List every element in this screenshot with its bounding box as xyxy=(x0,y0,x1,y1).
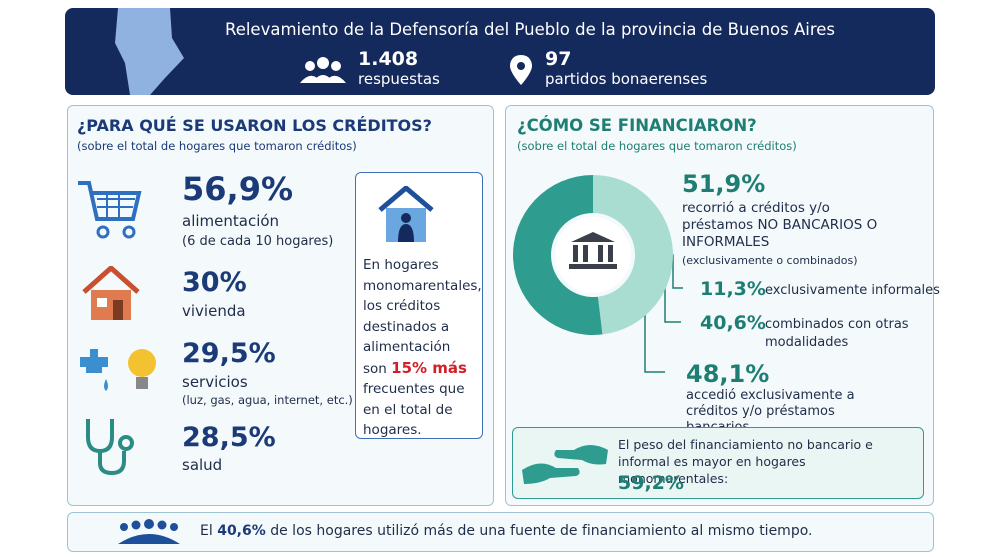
monomarental-value: 59,2% xyxy=(618,472,684,494)
map-icon xyxy=(115,8,184,95)
monomarental-text: El peso del financiamiento no bancario e… xyxy=(618,437,873,486)
callout-after: frecuentes que en el total de hogares. xyxy=(363,381,465,438)
stat-value: 1.408 xyxy=(358,48,419,70)
donut-center xyxy=(555,217,631,293)
group-icon xyxy=(118,519,180,544)
panel-title: ¿PARA QUÉ SE USARON LOS CRÉDITOS? xyxy=(77,116,432,135)
pin-icon xyxy=(510,55,532,85)
services-icon xyxy=(80,349,156,391)
panel-subtitle: (sobre el total de hogares que tomaron c… xyxy=(517,139,797,153)
monomarental-box xyxy=(512,427,924,499)
panel-subtitle: (sobre el total de hogares que tomaron c… xyxy=(77,139,357,153)
use-label: vivienda xyxy=(182,302,246,320)
use-note: (luz, gas, agua, internet, etc.) xyxy=(182,393,353,407)
panel-title: ¿CÓMO SE FINANCIARON? xyxy=(517,116,757,135)
mother-icon xyxy=(378,186,434,242)
donut-chart xyxy=(512,175,683,373)
cart-icon xyxy=(78,181,142,239)
footer-value: 40,6% xyxy=(217,523,266,539)
use-label: alimentación xyxy=(182,212,280,230)
people-icon xyxy=(300,57,346,83)
donut-segment xyxy=(593,175,673,335)
use-label: salud xyxy=(182,456,223,474)
callout-text: En hogares monomarentales, los créditos … xyxy=(363,255,482,441)
non-bank-desc: recorrió a créditos y/o préstamos NO BAN… xyxy=(682,200,878,250)
breakdown-value: 40,6% xyxy=(700,312,766,334)
footer-text: El 40,6% de los hogares utilizó más de u… xyxy=(200,523,812,539)
header-title: Relevamiento de la Defensoría del Pueblo… xyxy=(224,20,836,39)
header xyxy=(65,8,935,95)
use-label: servicios xyxy=(182,373,248,391)
stat-value: 97 xyxy=(545,48,572,70)
stethoscope-icon xyxy=(86,419,134,476)
breakdown-label: exclusivamente informales xyxy=(765,283,940,298)
breakdown-label: combinados con otras modalidades xyxy=(765,317,909,350)
stat-label: respuestas xyxy=(358,70,440,88)
callout-highlight: 15% más xyxy=(391,358,467,377)
house-icon xyxy=(82,266,140,320)
bank-icon xyxy=(569,232,617,269)
non-bank-note: (exclusivamente o combinados) xyxy=(682,254,858,267)
footer-after: de los hogares utilizó más de una fuente… xyxy=(270,523,813,539)
use-value: 29,5% xyxy=(182,338,276,369)
use-value: 30% xyxy=(182,267,247,298)
non-bank-value: 51,9% xyxy=(682,170,766,198)
callout-before: En hogares monomarentales, los créditos … xyxy=(363,257,482,377)
use-value: 56,9% xyxy=(182,170,294,208)
hands-icon xyxy=(522,445,608,484)
use-value: 28,5% xyxy=(182,422,276,453)
footer-before: El xyxy=(200,523,213,539)
stat-label: partidos bonaerenses xyxy=(545,70,708,88)
use-note: (6 de cada 10 hogares) xyxy=(182,234,334,249)
donut-segment xyxy=(512,175,603,335)
breakdown-value: 11,3% xyxy=(700,278,766,300)
bank-value: 48,1% xyxy=(686,360,770,388)
footer xyxy=(67,512,934,552)
